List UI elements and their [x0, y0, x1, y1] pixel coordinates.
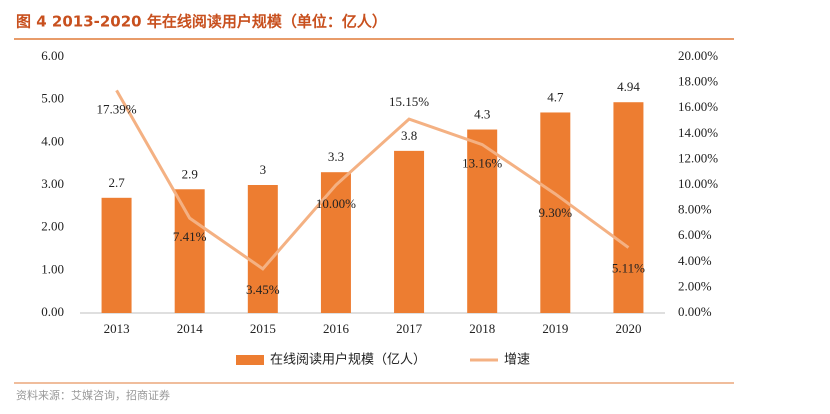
legend-swatch — [236, 355, 264, 365]
bar — [613, 102, 644, 313]
legend-label: 在线阅读用户规模（亿人） — [270, 352, 426, 368]
y-tick-label: 0.00 — [41, 304, 64, 319]
bar — [467, 129, 498, 313]
bar — [540, 112, 571, 313]
x-tick-label: 2013 — [104, 321, 130, 336]
x-tick-label: 2016 — [323, 321, 350, 336]
x-tick-label: 2019 — [542, 321, 568, 336]
source-note: 资料来源：艾媒咨询，招商证券 — [16, 388, 170, 402]
line — [115, 89, 630, 271]
y2-tick-label: 6.00% — [678, 227, 712, 242]
y-tick-label: 3.00 — [41, 176, 64, 191]
line-value-label: 3.45% — [246, 282, 280, 297]
y2-tick-label: 14.00% — [678, 125, 718, 140]
bar-value-label: 3 — [260, 162, 267, 177]
bar-value-label: 4.94 — [617, 79, 640, 94]
y2-tick-label: 16.00% — [678, 99, 718, 114]
y-tick-label: 5.00 — [41, 91, 64, 106]
y-tick-label: 4.00 — [41, 133, 64, 148]
y2-tick-label: 0.00% — [678, 304, 712, 319]
line-value-label: 9.30% — [539, 205, 573, 220]
y2-tick-label: 8.00% — [678, 202, 712, 217]
bar-value-label: 2.9 — [182, 166, 198, 181]
legend-label: 增速 — [504, 353, 530, 368]
y2-tick-label: 18.00% — [678, 74, 718, 89]
line-value-label: 5.11% — [612, 261, 645, 276]
x-tick-label: 2017 — [396, 321, 423, 336]
y-tick-label: 6.00 — [41, 48, 64, 63]
line-value-label: 10.00% — [316, 196, 356, 211]
bar-value-label: 4.7 — [547, 89, 564, 104]
line-value-label: 7.41% — [173, 229, 207, 244]
bar — [320, 172, 351, 313]
x-tick-label: 2015 — [250, 321, 276, 336]
bar-value-label: 3.8 — [401, 128, 417, 143]
bar-value-label: 4.3 — [474, 107, 490, 122]
line-value-label: 15.15% — [389, 94, 429, 109]
x-tick-label: 2018 — [469, 321, 495, 336]
bar-value-label: 2.7 — [108, 175, 125, 190]
bar — [101, 197, 132, 313]
bar — [174, 189, 205, 313]
y-tick-label: 1.00 — [41, 261, 64, 276]
bar-value-label: 3.3 — [328, 149, 344, 164]
y2-tick-label: 20.00% — [678, 48, 718, 63]
y2-tick-label: 4.00% — [678, 253, 712, 268]
line-value-label: 13.16% — [462, 156, 502, 171]
bar — [247, 185, 278, 313]
x-tick-label: 2020 — [615, 321, 641, 336]
x-tick-label: 2014 — [177, 321, 204, 336]
y2-tick-label: 2.00% — [678, 278, 712, 293]
y2-tick-label: 10.00% — [678, 176, 718, 191]
y2-tick-label: 12.00% — [678, 150, 718, 165]
bar — [394, 150, 425, 313]
line-value-label: 17.39% — [97, 101, 137, 116]
chart-title: 图 4 2013-2020 年在线阅读用户规模（单位：亿人） — [16, 13, 387, 31]
y-tick-label: 2.00 — [41, 219, 64, 234]
